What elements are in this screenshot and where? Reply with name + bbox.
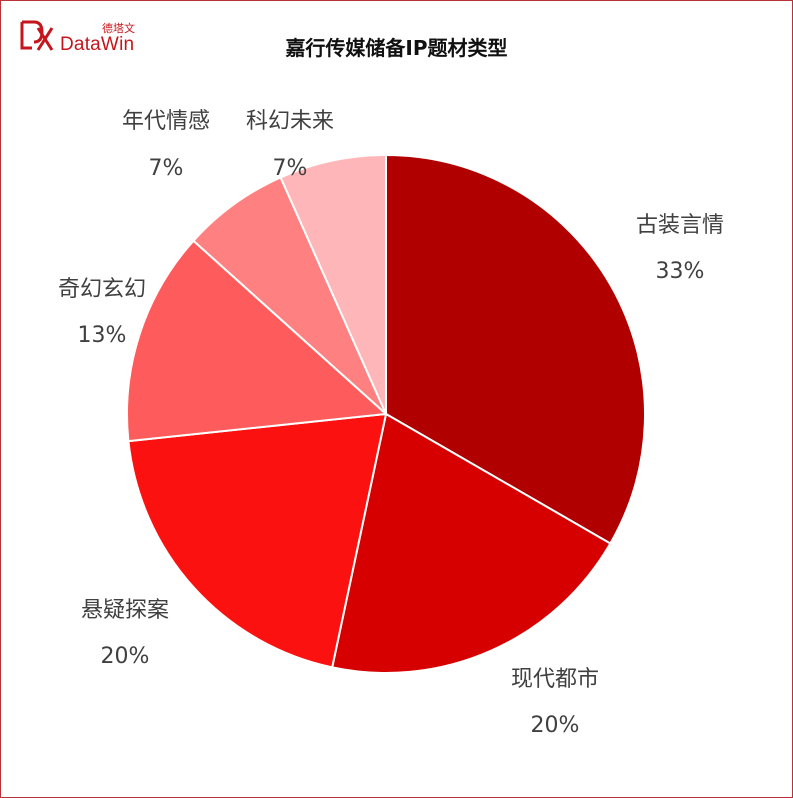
logo-chinese-text: 德塔文 [102,22,135,35]
chart-title: 嘉行传媒储备IP题材类型 [285,36,508,60]
slice-percent-label-2: 20% [101,644,150,669]
pie-slice-0 [385,153,646,545]
pie-slice-3 [126,239,389,443]
logo-english-text: DataWin [60,34,135,55]
slice-percent-label-1: 20% [531,713,580,738]
slice-category-label-2: 悬疑探案 [81,598,169,623]
slice-percent-label-0: 33% [656,259,705,284]
pie-slice-5 [279,153,387,415]
datawin-logo-mark-icon [20,20,54,51]
slice-category-label-4: 年代情感 [122,109,210,134]
slice-percent-label-4: 7% [149,156,184,181]
pie-slice-1 [331,412,612,674]
slice-category-label-0: 古装言情 [636,213,724,238]
pie-slice-2 [127,412,388,669]
slice-percent-label-3: 13% [78,323,127,348]
slice-category-label-3: 奇幻玄幻 [58,277,146,302]
slice-category-label-5: 科幻未来 [246,109,334,134]
pie-slice-4 [192,176,387,415]
slice-percent-label-5: 7% [273,156,308,181]
slice-category-label-1: 现代都市 [511,667,599,692]
